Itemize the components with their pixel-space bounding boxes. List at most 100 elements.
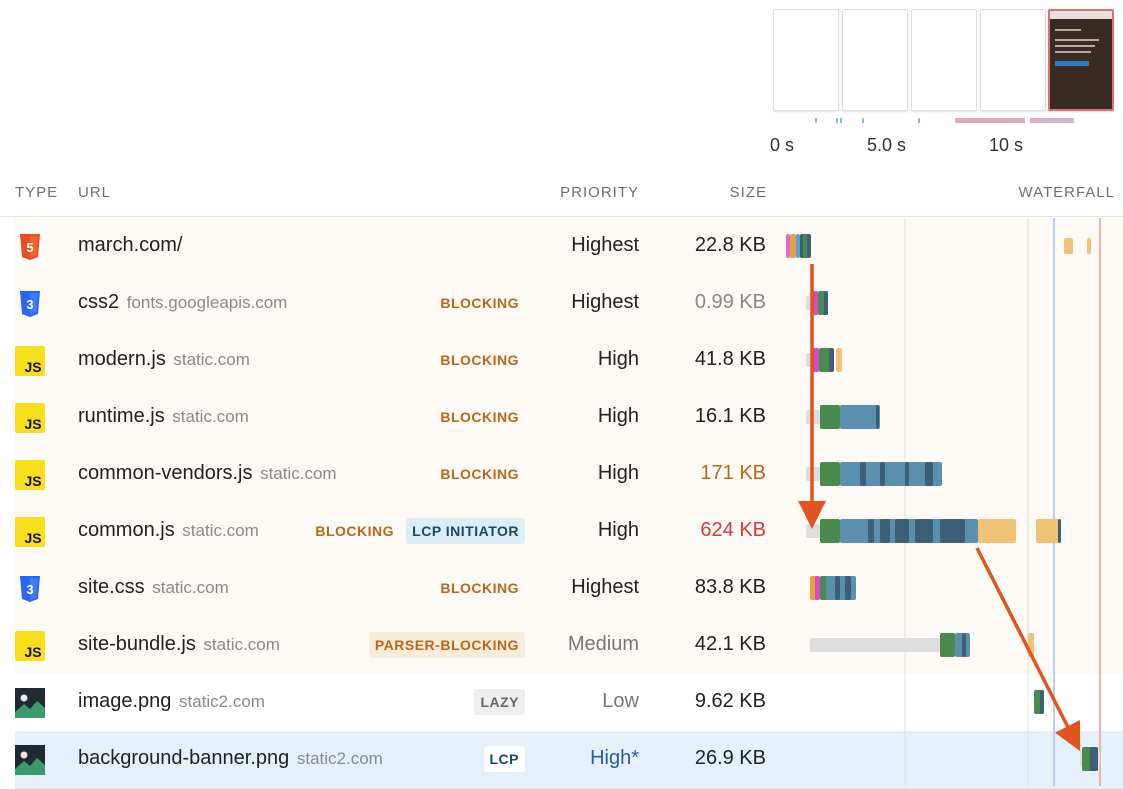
- request-size: 83.8 KB: [694, 576, 766, 598]
- request-row[interactable]: 3 site.css static.com BLOCKING Highest 83.8 …: [15, 560, 1123, 618]
- request-host: static2.com: [178, 692, 265, 711]
- axis-label-10: 10 s: [989, 135, 1024, 155]
- request-name: common-vendors.js: [78, 462, 253, 484]
- column-url[interactable]: URL: [78, 184, 112, 201]
- frame-text-line: [1055, 45, 1095, 47]
- request-size: 16.1 KB: [694, 405, 766, 427]
- request-url[interactable]: css2 fonts.googleapis.com: [78, 291, 287, 314]
- request-url[interactable]: site.css static.com: [78, 576, 229, 599]
- request-url[interactable]: image.png static2.com: [78, 690, 265, 713]
- badge-blocking: BLOCKING: [440, 580, 519, 596]
- request-priority: High: [597, 462, 639, 484]
- badge-lazy: LAZY: [474, 689, 525, 715]
- request-row[interactable]: JS common.js static.com LCP INITIATOR BLOCK…: [15, 503, 1123, 561]
- js-icon: JS: [15, 346, 45, 376]
- request-name: runtime.js: [78, 405, 165, 427]
- request-host: fonts.googleapis.com: [126, 293, 288, 312]
- request-size: 0.99 KB: [694, 291, 766, 313]
- request-row[interactable]: image.png static2.com LAZY Low 9.62 KB: [15, 674, 1123, 732]
- request-priority: High: [597, 405, 639, 427]
- request-name: common.js: [78, 519, 175, 541]
- svg-text:JS: JS: [24, 530, 41, 546]
- request-priority: Highest: [571, 576, 639, 598]
- column-waterfall[interactable]: WATERFALL: [1018, 184, 1115, 201]
- request-host: static.com: [260, 464, 337, 483]
- request-row[interactable]: 3 css2 fonts.googleapis.com BLOCKING Highes…: [15, 275, 1123, 333]
- request-url[interactable]: runtime.js static.com: [78, 405, 249, 428]
- request-url[interactable]: site-bundle.js static.com: [78, 633, 280, 656]
- request-row[interactable]: JS site-bundle.js static.com PARSER-BLOCKI…: [15, 617, 1123, 675]
- request-name: background-banner.png: [78, 747, 290, 769]
- image-icon: [15, 745, 45, 775]
- column-priority[interactable]: PRIORITY: [560, 184, 639, 201]
- request-priority: High: [597, 519, 639, 541]
- badge-blocking: BLOCKING: [440, 352, 519, 368]
- request-priority: Highest: [571, 234, 639, 256]
- frame-button: [1055, 61, 1089, 66]
- svg-text:3: 3: [26, 297, 33, 312]
- filmstrip-frame[interactable]: [980, 9, 1046, 111]
- timeline-tick: [840, 118, 842, 123]
- request-url[interactable]: common-vendors.js static.com: [78, 462, 337, 485]
- request-size: 9.62 KB: [694, 690, 766, 712]
- timeline-tick: [862, 118, 864, 123]
- badge-blocking: BLOCKING: [440, 295, 519, 311]
- request-row[interactable]: 5 march.com/Highest 22.8 KB: [15, 218, 1123, 276]
- request-name: march.com/: [78, 234, 183, 256]
- badge-blocking: BLOCKING: [315, 523, 394, 539]
- request-priority: Medium: [567, 633, 639, 655]
- request-host: static.com: [182, 521, 259, 540]
- filmstrip-frame[interactable]: [773, 9, 839, 111]
- axis-label-0: 0 s: [770, 135, 795, 155]
- timeline-tick-range: [1030, 118, 1074, 123]
- request-size: 26.9 KB: [694, 747, 766, 769]
- request-url[interactable]: common.js static.com: [78, 519, 259, 542]
- column-size[interactable]: SIZE: [729, 184, 767, 201]
- column-type[interactable]: TYPE: [15, 184, 59, 201]
- request-name: image.png: [78, 690, 172, 712]
- frame-text-line: [1055, 51, 1091, 53]
- request-size: 42.1 KB: [694, 633, 766, 655]
- svg-text:JS: JS: [24, 473, 41, 489]
- request-row[interactable]: JS runtime.js static.com BLOCKING High 16.1 …: [15, 389, 1123, 447]
- badge-blocking: BLOCKING: [440, 409, 519, 425]
- badge-blocking: BLOCKING: [440, 466, 519, 482]
- badge-lcp: LCP: [483, 746, 525, 772]
- css-icon: 3: [15, 574, 45, 604]
- axis-label-5: 5.0 s: [867, 135, 907, 155]
- request-row[interactable]: JS modern.js static.com BLOCKING High 41.8 K…: [15, 332, 1123, 390]
- js-icon: JS: [15, 460, 45, 490]
- css-icon: 3: [15, 289, 45, 319]
- request-row[interactable]: JS common-vendors.js static.com BLOCKING Hi…: [15, 446, 1123, 504]
- request-url[interactable]: modern.js static.com: [78, 348, 250, 371]
- request-name: site-bundle.js: [78, 633, 196, 655]
- filmstrip-frame[interactable]: [842, 9, 908, 111]
- filmstrip: 0 s 5.0 s 10 s: [0, 0, 1123, 165]
- timeline-tick: [918, 118, 920, 123]
- image-icon: [15, 688, 45, 718]
- badge-initiator: LCP INITIATOR: [406, 518, 525, 544]
- svg-text:JS: JS: [24, 416, 41, 432]
- request-priority: High: [597, 348, 639, 370]
- frame-text-line: [1055, 29, 1081, 31]
- timeline-tick-range: [955, 118, 1025, 123]
- request-size: 22.8 KB: [694, 234, 766, 256]
- request-size: 41.8 KB: [694, 348, 766, 370]
- request-url[interactable]: background-banner.png static2.com: [78, 747, 383, 770]
- timeline-tick: [836, 118, 838, 123]
- filmstrip-frame[interactable]: [911, 9, 977, 111]
- timeline-tick: [815, 118, 817, 123]
- request-row[interactable]: background-banner.png static2.com LCP High…: [15, 731, 1123, 789]
- js-icon: JS: [15, 631, 45, 661]
- filmstrip-frame-lcp[interactable]: [1048, 9, 1114, 111]
- request-size: 624 KB: [700, 519, 766, 541]
- request-url[interactable]: march.com/: [78, 234, 182, 257]
- svg-text:JS: JS: [24, 359, 41, 375]
- request-name: site.css: [78, 576, 145, 598]
- request-priority: Highest: [571, 291, 639, 313]
- svg-text:JS: JS: [24, 644, 41, 660]
- js-icon: JS: [15, 403, 45, 433]
- frame-browser-bar: [1050, 11, 1112, 19]
- html-icon: 5: [15, 232, 45, 262]
- request-host: static.com: [152, 578, 229, 597]
